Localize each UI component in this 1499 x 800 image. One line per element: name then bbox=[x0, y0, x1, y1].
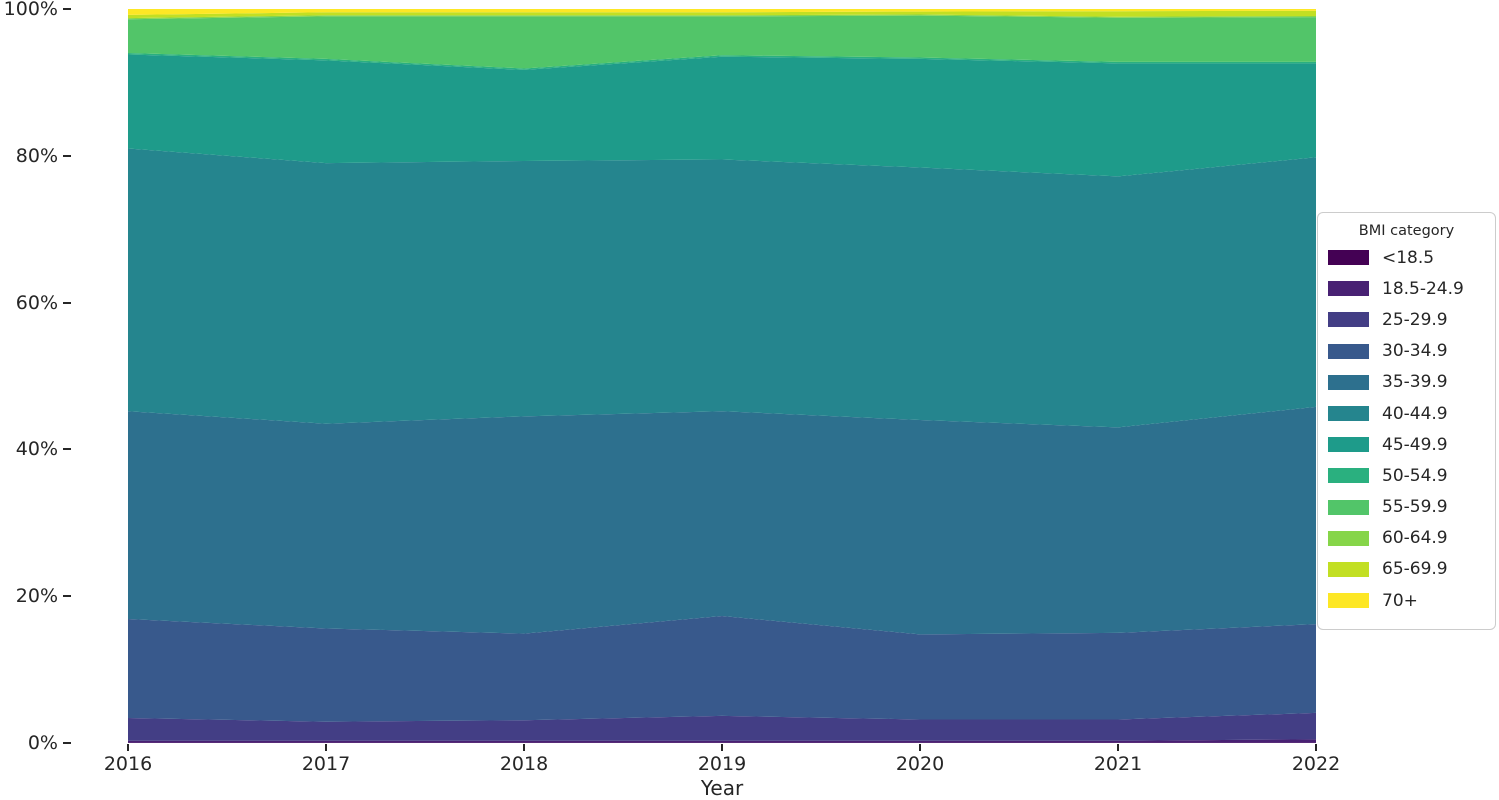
x-tick-mark bbox=[523, 744, 525, 751]
y-tick-mark bbox=[63, 742, 71, 744]
legend-label: <18.5 bbox=[1382, 248, 1434, 268]
legend-label: 18.5-24.9 bbox=[1382, 279, 1464, 299]
y-tick-mark bbox=[63, 302, 71, 304]
legend-swatch-icon bbox=[1328, 531, 1369, 546]
x-tick-label: 2021 bbox=[1073, 753, 1163, 775]
legend-item: 35-39.9 bbox=[1328, 367, 1485, 398]
legend-label: 35-39.9 bbox=[1382, 372, 1448, 392]
legend-label: 30-34.9 bbox=[1382, 341, 1448, 361]
legend-swatch-icon bbox=[1328, 281, 1369, 296]
legend-item: 55-59.9 bbox=[1328, 492, 1485, 523]
y-tick-label: 40% bbox=[0, 438, 58, 460]
legend-item: <18.5 bbox=[1328, 242, 1485, 273]
y-tick-mark bbox=[63, 155, 71, 157]
legend-label: 40-44.9 bbox=[1382, 404, 1448, 424]
x-tick-mark bbox=[721, 744, 723, 751]
legend-label: 70+ bbox=[1382, 591, 1418, 611]
legend-swatch-icon bbox=[1328, 250, 1369, 265]
legend-swatch-icon bbox=[1328, 593, 1369, 608]
legend-swatch-icon bbox=[1328, 437, 1369, 452]
legend-title: BMI category bbox=[1328, 220, 1485, 242]
legend-item: 50-54.9 bbox=[1328, 460, 1485, 491]
legend-item: 40-44.9 bbox=[1328, 398, 1485, 429]
x-tick-mark bbox=[1315, 744, 1317, 751]
x-tick-mark bbox=[325, 744, 327, 751]
y-tick-label: 0% bbox=[0, 732, 58, 754]
legend-label: 50-54.9 bbox=[1382, 466, 1448, 486]
y-tick-mark bbox=[63, 8, 71, 10]
legend-label: 65-69.9 bbox=[1382, 559, 1448, 579]
y-tick-label: 100% bbox=[0, 0, 58, 20]
y-tick-mark bbox=[63, 595, 71, 597]
area-band-35-39.9 bbox=[128, 407, 1316, 635]
area-band-45-49.9 bbox=[128, 55, 1316, 177]
y-tick-label: 20% bbox=[0, 585, 58, 607]
x-tick-label: 2016 bbox=[83, 753, 173, 775]
legend-box: BMI category <18.5 18.5-24.9 25-29.9 30-34.… bbox=[1317, 212, 1496, 630]
legend-label: 60-64.9 bbox=[1382, 528, 1448, 548]
legend-item: 45-49.9 bbox=[1328, 429, 1485, 460]
legend-swatch-icon bbox=[1328, 344, 1369, 359]
y-tick-mark bbox=[63, 448, 71, 450]
legend-item: 25-29.9 bbox=[1328, 304, 1485, 335]
x-tick-label: 2019 bbox=[677, 753, 767, 775]
legend-swatch-icon bbox=[1328, 468, 1369, 483]
legend-items: <18.5 18.5-24.9 25-29.9 30-34.9 35-39.9 40-44… bbox=[1328, 242, 1485, 616]
legend-swatch-icon bbox=[1328, 562, 1369, 577]
legend-swatch-icon bbox=[1328, 406, 1369, 421]
legend-swatch-icon bbox=[1328, 312, 1369, 327]
area-band-40-44.9 bbox=[128, 148, 1316, 427]
x-axis-title: Year bbox=[128, 776, 1316, 800]
x-tick-mark bbox=[127, 744, 129, 751]
x-tick-mark bbox=[919, 744, 921, 751]
y-tick-label: 80% bbox=[0, 145, 58, 167]
legend-label: 25-29.9 bbox=[1382, 310, 1448, 330]
x-tick-label: 2017 bbox=[281, 753, 371, 775]
legend-item: 18.5-24.9 bbox=[1328, 273, 1485, 304]
x-tick-mark bbox=[1117, 744, 1119, 751]
legend-item: 65-69.9 bbox=[1328, 554, 1485, 585]
legend-label: 45-49.9 bbox=[1382, 435, 1448, 455]
legend-label: 55-59.9 bbox=[1382, 497, 1448, 517]
legend-item: 30-34.9 bbox=[1328, 336, 1485, 367]
x-tick-label: 2022 bbox=[1271, 753, 1361, 775]
legend-item: 70+ bbox=[1328, 585, 1485, 616]
legend-item: 60-64.9 bbox=[1328, 523, 1485, 554]
legend-swatch-icon bbox=[1328, 375, 1369, 390]
x-tick-label: 2020 bbox=[875, 753, 965, 775]
x-tick-label: 2018 bbox=[479, 753, 569, 775]
y-tick-label: 60% bbox=[0, 292, 58, 314]
legend-swatch-icon bbox=[1328, 500, 1369, 515]
